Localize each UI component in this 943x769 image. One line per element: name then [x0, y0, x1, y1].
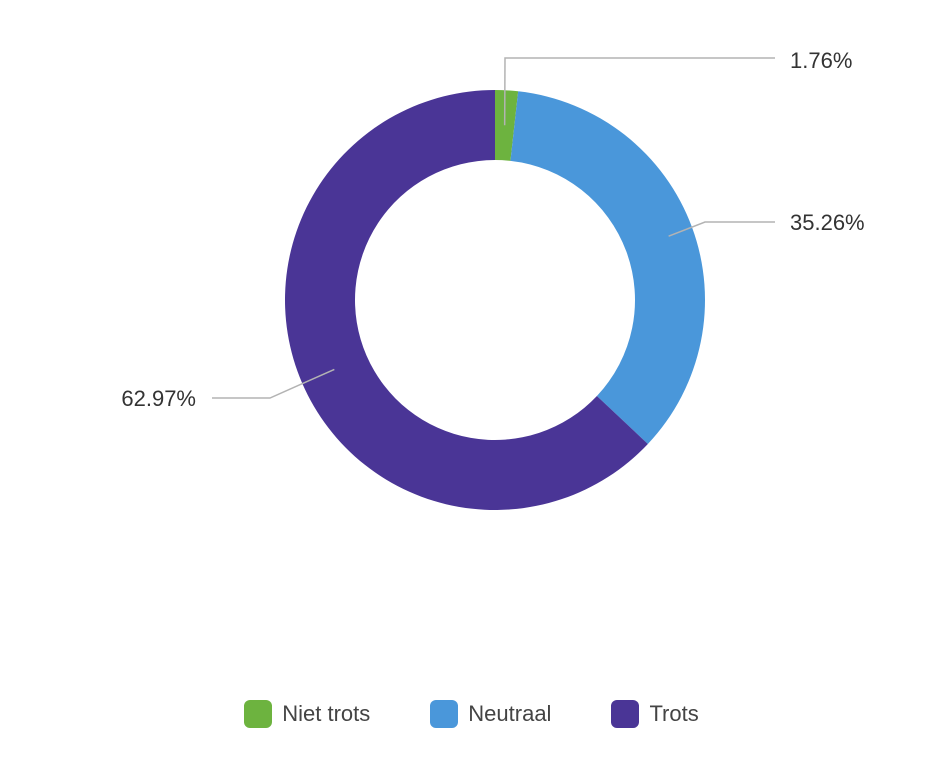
leader-line-niet-trots: [503, 57, 775, 126]
legend-label-neutraal: Neutraal: [468, 701, 552, 726]
legend: Niet trots Neutraal Trots: [0, 700, 943, 728]
slice-niet-trots[interactable]: [495, 90, 519, 161]
legend-swatch-neutraal: [430, 700, 459, 728]
slice-neutraal[interactable]: [510, 91, 705, 444]
slice-trots[interactable]: [284, 90, 648, 510]
leader-line-trots: [212, 368, 335, 399]
legend-swatch-trots: [611, 700, 640, 728]
leader-line-neutraal: [668, 221, 775, 237]
legend-item-neutraal[interactable]: Neutraal: [430, 700, 551, 728]
data-label-niet-trots: 1.76%: [790, 48, 852, 73]
legend-swatch-niet-trots: [244, 700, 273, 728]
legend-item-niet-trots[interactable]: Niet trots: [244, 700, 370, 728]
legend-label-niet-trots: Niet trots: [282, 701, 371, 726]
data-label-trots: 62.97%: [121, 386, 196, 411]
legend-item-trots[interactable]: Trots: [611, 700, 699, 728]
data-label-neutraal: 35.26%: [790, 210, 865, 235]
legend-label-trots: Trots: [649, 701, 699, 726]
